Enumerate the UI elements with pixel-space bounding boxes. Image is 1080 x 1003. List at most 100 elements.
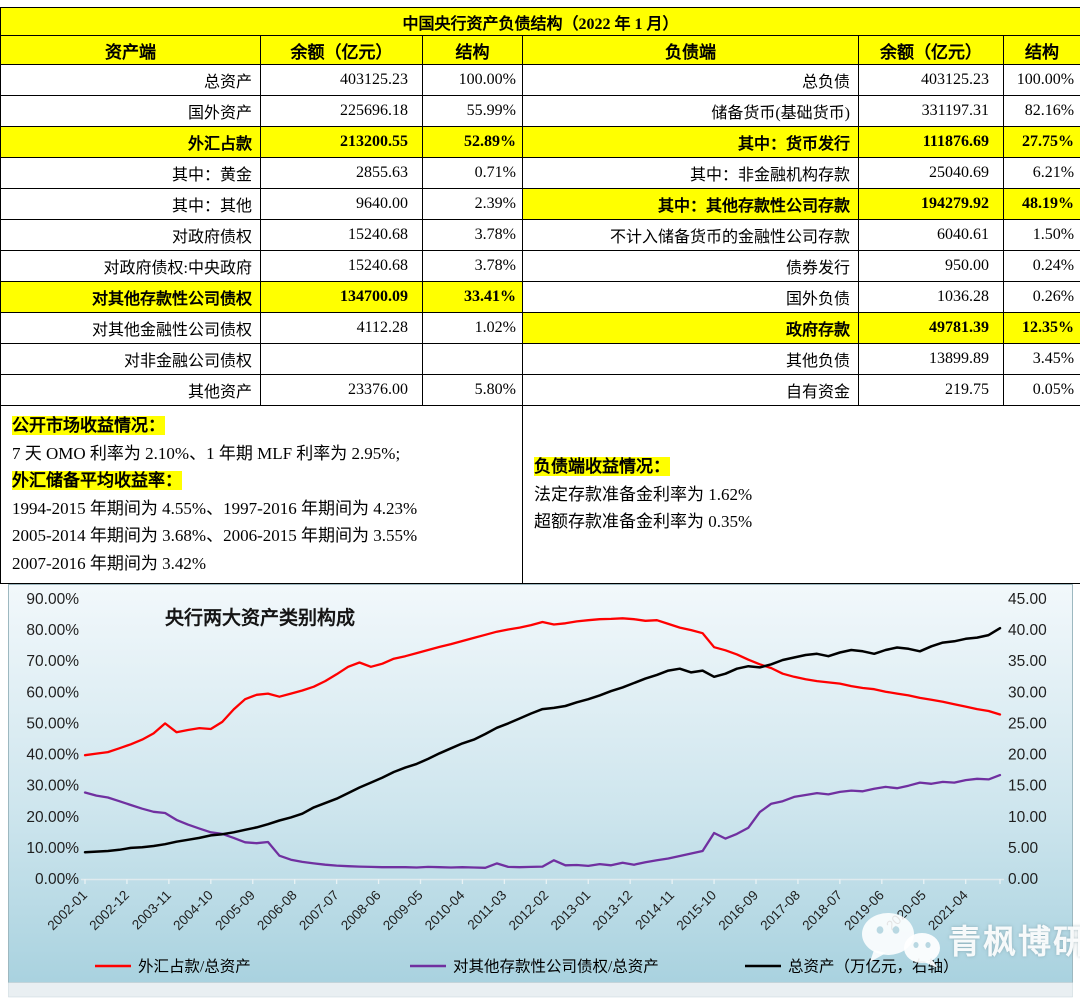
asset-label-cell: 对其他金融性公司债权 — [1, 313, 261, 344]
asset-structure-cell: 3.78% — [423, 251, 523, 282]
balance-sheet-table: 中国央行资产负债结构（2022 年 1 月） 资产端 余额（亿元） 结构 负债端… — [0, 7, 1080, 584]
header-liability: 负债端 — [523, 36, 859, 65]
notes-row: 公开市场收益情况： 7 天 OMO 利率为 2.10%、1 年期 MLF 利率为… — [1, 406, 1080, 584]
asset-structure-cell: 55.99% — [423, 96, 523, 127]
left-axis-label: 80.00% — [26, 622, 79, 639]
asset-structure-cell: 0.71% — [423, 158, 523, 189]
asset-label-cell: 国外资产 — [1, 96, 261, 127]
right-axis-label: 45.00 — [1008, 591, 1047, 608]
note-fx-yield-1: 1994-2015 年期间为 4.55%、1997-2016 年期间为 4.23… — [12, 495, 511, 523]
liability-structure-cell: 0.24% — [1004, 251, 1080, 282]
liability-balance-cell: 1036.28 — [859, 282, 1004, 313]
asset-structure-cell — [423, 344, 523, 375]
right-axis-label: 30.00 — [1008, 684, 1047, 701]
left-axis-label: 30.00% — [26, 778, 79, 795]
note-fx-yield-3: 2007-2016 年期间为 3.42% — [12, 550, 511, 578]
asset-structure-cell: 33.41% — [423, 282, 523, 313]
right-axis-label: 40.00 — [1008, 622, 1047, 639]
liability-structure-cell: 6.21% — [1004, 158, 1080, 189]
asset-structure-cell: 52.89% — [423, 127, 523, 158]
liability-label-cell: 其他负债 — [523, 344, 859, 375]
liability-label-cell: 政府存款 — [523, 313, 859, 344]
note-liability-heading: 负债端收益情况： — [534, 453, 1069, 481]
right-axis-label: 15.00 — [1008, 778, 1047, 795]
chart-footer-strip — [9, 983, 1073, 998]
table-title-row: 中国央行资产负债结构（2022 年 1 月） — [1, 8, 1080, 36]
asset-structure-cell: 5.80% — [423, 375, 523, 406]
right-axis-label: 0.00 — [1008, 871, 1039, 888]
liability-label-cell: 其中：货币发行 — [523, 127, 859, 158]
liability-balance-cell: 194279.92 — [859, 189, 1004, 220]
liability-label-cell: 其中：其他存款性公司存款 — [523, 189, 859, 220]
header-liability-structure: 结构 — [1004, 36, 1080, 65]
left-axis-label: 60.00% — [26, 684, 79, 701]
left-axis-label: 40.00% — [26, 747, 79, 764]
asset-structure-cell: 1.02% — [423, 313, 523, 344]
header-asset: 资产端 — [1, 36, 261, 65]
liability-structure-cell: 0.26% — [1004, 282, 1080, 313]
asset-label-cell: 其他资产 — [1, 375, 261, 406]
right-axis-label: 25.00 — [1008, 715, 1047, 732]
header-liability-balance: 余额（亿元） — [859, 36, 1004, 65]
left-axis-label: 10.00% — [26, 840, 79, 857]
page-top-strip — [0, 0, 1080, 7]
liability-label-cell: 不计入储备货币的金融性公司存款 — [523, 220, 859, 251]
liability-structure-cell: 12.35% — [1004, 313, 1080, 344]
right-axis-label: 10.00 — [1008, 809, 1047, 826]
asset-balance-cell: 213200.55 — [261, 127, 423, 158]
asset-structure-cell: 2.39% — [423, 189, 523, 220]
left-axis-label: 50.00% — [26, 715, 79, 732]
liability-structure-cell: 27.75% — [1004, 127, 1080, 158]
asset-balance-cell: 9640.00 — [261, 189, 423, 220]
liability-structure-cell: 0.05% — [1004, 375, 1080, 406]
asset-structure-cell: 100.00% — [423, 65, 523, 96]
asset-balance-cell: 2855.63 — [261, 158, 423, 189]
left-axis-label: 20.00% — [26, 809, 79, 826]
liability-structure-cell: 82.16% — [1004, 96, 1080, 127]
table-title: 中国央行资产负债结构（2022 年 1 月） — [1, 8, 1080, 36]
left-axis-label: 90.00% — [26, 591, 79, 608]
liability-label-cell: 债券发行 — [523, 251, 859, 282]
liability-structure-cell: 1.50% — [1004, 220, 1080, 251]
liability-balance-cell: 13899.89 — [859, 344, 1004, 375]
asset-structure-cell: 3.78% — [423, 220, 523, 251]
liability-structure-cell: 100.00% — [1004, 65, 1080, 96]
legend-label-0: 外汇占款/总资产 — [138, 958, 251, 976]
left-axis-label: 70.00% — [26, 653, 79, 670]
note-fx-yield-2: 2005-2014 年期间为 3.68%、2006-2015 年期间为 3.55… — [12, 522, 511, 550]
asset-balance-cell: 15240.68 — [261, 220, 423, 251]
asset-balance-cell: 23376.00 — [261, 375, 423, 406]
liability-balance-cell: 331197.31 — [859, 96, 1004, 127]
note-fx-reserve-heading: 外汇储备平均收益率： — [12, 467, 511, 495]
legend-label-1: 对其他存款性公司债权/总资产 — [453, 958, 659, 976]
asset-balance-cell: 4112.28 — [261, 313, 423, 344]
liability-label-cell: 其中：非金融机构存款 — [523, 158, 859, 189]
liability-structure-cell: 48.19% — [1004, 189, 1080, 220]
liability-balance-cell: 219.75 — [859, 375, 1004, 406]
note-omo-mlf: 7 天 OMO 利率为 2.10%、1 年期 MLF 利率为 2.95%; — [12, 440, 511, 468]
liability-balance-cell: 25040.69 — [859, 158, 1004, 189]
asset-label-cell: 对政府债权:中央政府 — [1, 251, 261, 282]
header-asset-balance: 余额（亿元） — [261, 36, 423, 65]
right-axis-label: 35.00 — [1008, 653, 1047, 670]
liability-label-cell: 总负债 — [523, 65, 859, 96]
asset-label-cell: 对政府债权 — [1, 220, 261, 251]
liability-structure-cell: 3.45% — [1004, 344, 1080, 375]
liability-balance-cell: 950.00 — [859, 251, 1004, 282]
legend-label-2: 总资产（万亿元，右轴） — [788, 958, 959, 976]
liability-balance-cell: 49781.39 — [859, 313, 1004, 344]
liability-label-cell: 国外负债 — [523, 282, 859, 313]
liability-balance-cell: 403125.23 — [859, 65, 1004, 96]
asset-balance-cell: 15240.68 — [261, 251, 423, 282]
